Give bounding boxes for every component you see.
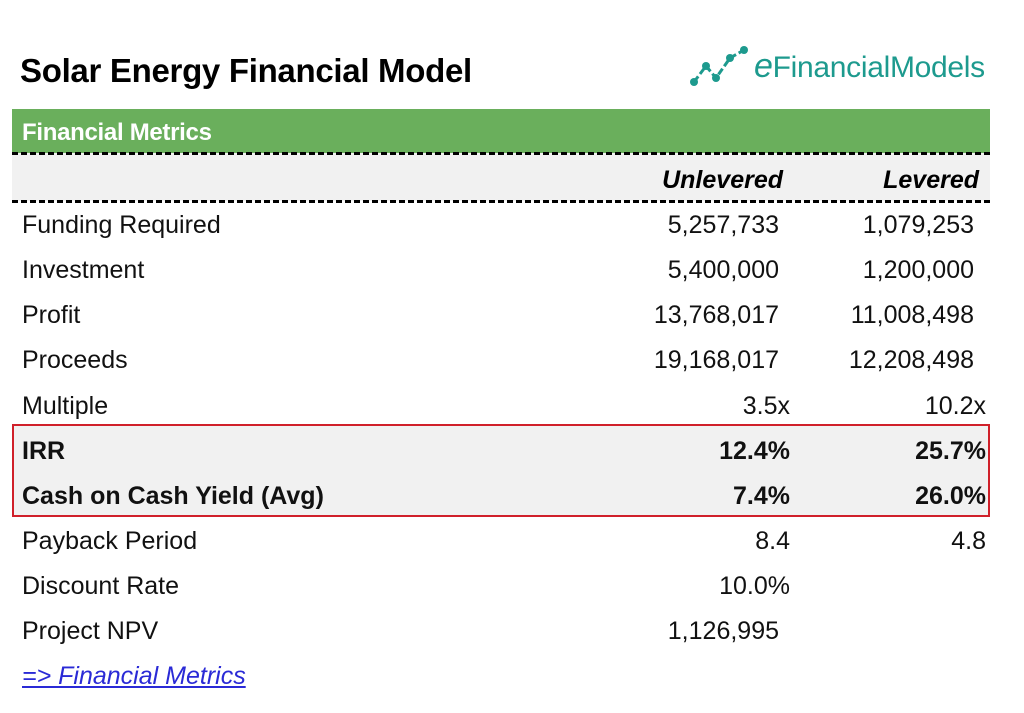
cell-investment-levered: 1,200,000 [862,256,974,284]
header-bottom-divider [12,200,990,203]
cell-funding-required-levered: 1,079,253 [862,211,974,239]
cell-project-npv-unlevered: 1,126,995 [667,617,779,645]
section-banner: Financial Metrics [12,109,990,153]
row-label-cash-on-cash-yield: Cash on Cash Yield (Avg) [22,482,324,510]
cell-cash-on-cash-yield-unlevered: 7.4% [733,482,790,510]
row-label-discount-rate: Discount Rate [22,572,180,600]
row-label-multiple: Multiple [22,392,109,420]
financial-metrics-link[interactable]: => Financial Metrics [22,662,246,690]
cell-discount-rate-unlevered: 10.0% [719,572,790,600]
page-title: Solar Energy Financial Model [20,52,472,89]
column-header-levered: Levered [883,166,979,194]
cell-irr-levered: 25.7% [915,437,986,465]
header-top-divider [12,152,990,155]
trend-line-icon [690,46,748,86]
cell-investment-unlevered: 5,400,000 [667,256,779,284]
row-label-proceeds: Proceeds [22,346,128,374]
brand-name-e: e [754,46,773,85]
section-title: Financial Metrics [22,119,212,146]
row-label-irr: IRR [22,437,66,465]
highlight-background [12,424,990,517]
row-label-profit: Profit [22,301,81,329]
cell-multiple-levered: 10.2x [924,392,986,420]
brand-logo: eFinancialModels [690,44,985,88]
row-label-payback-period: Payback Period [22,527,198,555]
brand-name-rest: FinancialModels [772,50,986,84]
row-label-investment: Investment [22,256,145,284]
table-header-row [12,153,990,201]
cell-irr-unlevered: 12.4% [719,437,790,465]
brand-name: eFinancialModels [754,47,985,86]
cell-cash-on-cash-yield-levered: 26.0% [915,482,986,510]
row-label-funding-required: Funding Required [22,211,221,239]
highlight-box [12,424,990,517]
column-header-unlevered: Unlevered [662,166,783,194]
row-label-project-npv: Project NPV [22,617,159,645]
cell-profit-levered: 11,008,498 [850,301,974,329]
cell-payback-period-levered: 4.8 [951,527,986,555]
cell-profit-unlevered: 13,768,017 [653,301,779,329]
cell-proceeds-levered: 12,208,498 [848,346,974,374]
cell-proceeds-unlevered: 19,168,017 [653,346,779,374]
cell-funding-required-unlevered: 5,257,733 [667,211,779,239]
cell-payback-period-unlevered: 8.4 [755,527,790,555]
cell-multiple-unlevered: 3.5x [742,392,790,420]
